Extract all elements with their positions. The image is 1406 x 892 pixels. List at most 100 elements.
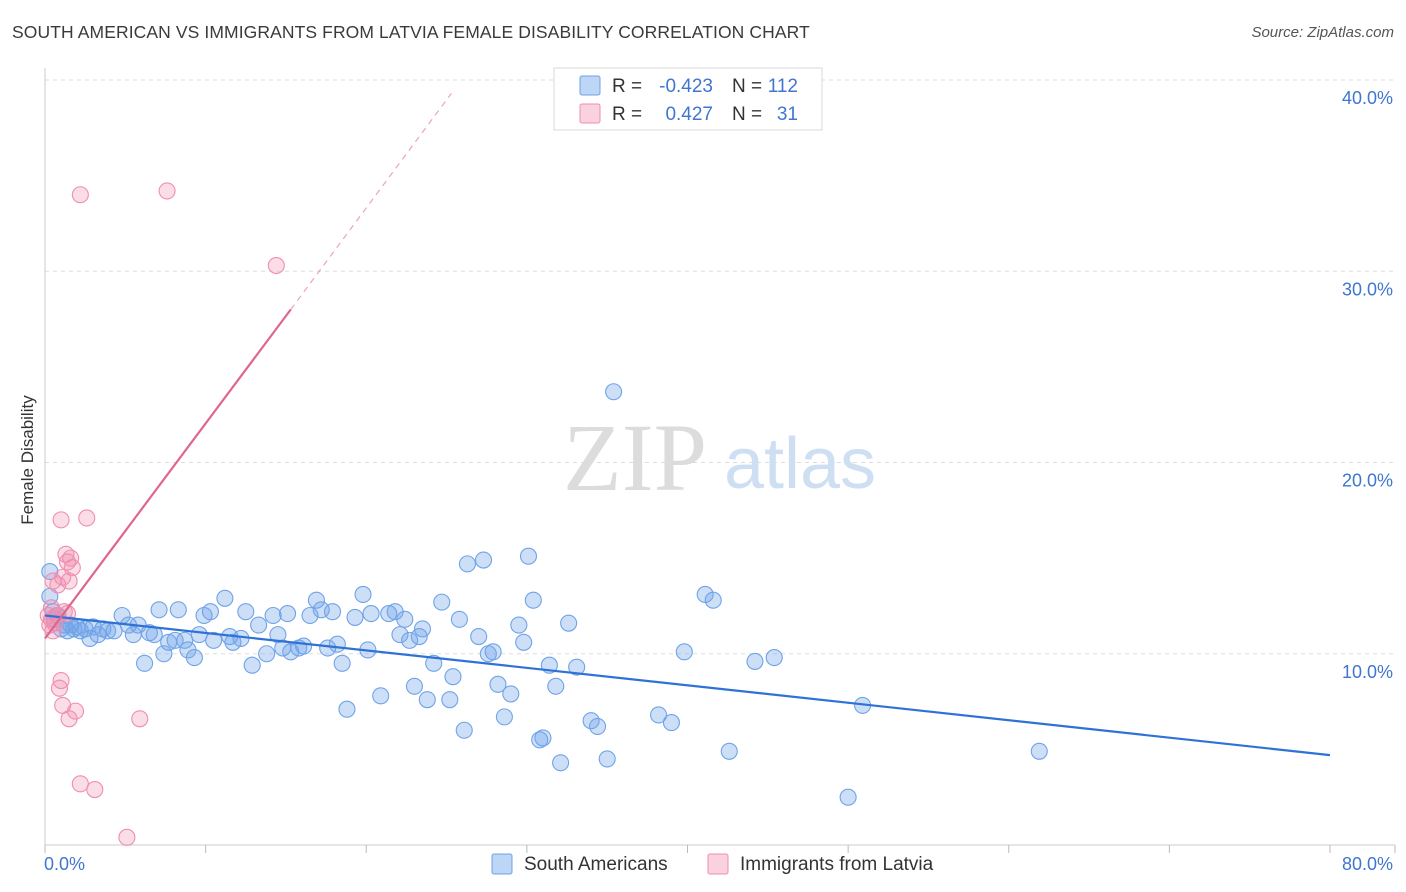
bottom-legend-label-south-americans: South Americans xyxy=(524,854,668,875)
point-south-americans-80 xyxy=(455,721,473,739)
legend-swatch-pink xyxy=(579,103,601,124)
point-latvia-10 xyxy=(52,671,70,690)
point-south-americans-65 xyxy=(372,687,390,705)
point-south-americans-97 xyxy=(552,754,570,772)
point-latvia-25 xyxy=(78,509,96,527)
point-latvia-22 xyxy=(66,702,85,720)
watermark-atlas: atlas xyxy=(724,424,876,504)
point-south-americans-23 xyxy=(136,654,154,672)
point-south-americans-102 xyxy=(598,750,616,768)
point-south-americans-79 xyxy=(450,610,468,628)
point-south-americans-49 xyxy=(278,605,297,623)
latvia-points xyxy=(39,182,285,846)
point-south-americans-37 xyxy=(205,631,223,649)
point-south-americans-98 xyxy=(560,614,578,632)
legend: R = -0.423 N = 112 R = 0.427 N = 31 xyxy=(553,67,823,131)
point-south-americans-58 xyxy=(328,635,346,653)
point-south-americans-99 xyxy=(568,658,586,676)
point-south-americans-64 xyxy=(362,605,380,623)
legend-n-value-2: 31 xyxy=(777,104,798,125)
trend-lines xyxy=(44,93,1331,757)
point-latvia-27 xyxy=(118,828,136,846)
point-south-americans-31 xyxy=(176,631,194,649)
watermark: ZIP atlas xyxy=(563,404,876,511)
point-south-americans-36 xyxy=(201,603,219,621)
legend-swatch-blue xyxy=(579,75,601,96)
point-south-americans-82 xyxy=(470,627,488,646)
point-south-americans-61 xyxy=(346,608,364,626)
point-south-americans-34 xyxy=(190,626,208,644)
point-south-americans-29 xyxy=(166,631,184,649)
point-south-americans-45 xyxy=(258,645,276,663)
y-tick-label-40: 40.0% xyxy=(1342,88,1393,108)
south-americans-points xyxy=(41,383,1048,806)
point-south-americans-18 xyxy=(105,622,123,640)
point-south-americans-114 xyxy=(1030,742,1048,760)
point-south-americans-111 xyxy=(765,649,783,667)
point-latvia-28 xyxy=(131,710,149,728)
point-south-americans-104 xyxy=(650,706,668,724)
point-latvia-11 xyxy=(52,511,70,529)
point-latvia-30 xyxy=(267,256,285,275)
point-south-americans-112 xyxy=(839,788,857,806)
point-south-americans-47 xyxy=(269,626,287,644)
axes xyxy=(44,68,1396,853)
trend-line-latvia xyxy=(44,308,292,640)
point-south-americans-81 xyxy=(458,555,476,573)
point-south-americans-69 xyxy=(396,610,414,628)
point-south-americans-44 xyxy=(250,616,268,634)
trend-line-south-americans xyxy=(44,614,1331,757)
point-south-americans-103 xyxy=(605,383,623,401)
tick-labels: 10.0% 20.0% 30.0% 40.0% 0.0% 80.0% xyxy=(44,88,1393,874)
point-south-americans-78 xyxy=(444,668,462,686)
point-south-americans-105 xyxy=(662,714,680,732)
point-south-americans-90 xyxy=(515,633,533,651)
point-south-americans-71 xyxy=(405,677,423,695)
point-south-americans-66 xyxy=(380,605,398,623)
point-latvia-23 xyxy=(71,775,89,793)
legend-r-value-2: 0.427 xyxy=(665,104,713,125)
point-south-americans-59 xyxy=(333,654,351,672)
legend-n-label-1: N = xyxy=(732,76,762,97)
legend-n-label-2: N = xyxy=(732,104,762,125)
point-latvia-21 xyxy=(63,559,81,577)
point-south-americans-62 xyxy=(354,585,372,604)
point-south-americans-53 xyxy=(301,606,319,625)
point-south-americans-100 xyxy=(582,712,600,730)
point-south-americans-46 xyxy=(264,606,282,625)
legend-n-value-1: 112 xyxy=(768,76,798,97)
point-latvia-29 xyxy=(158,182,176,200)
point-south-americans-101 xyxy=(588,717,607,735)
point-south-americans-109 xyxy=(720,742,738,760)
point-south-americans-108 xyxy=(704,591,722,609)
watermark-zip: ZIP xyxy=(563,404,707,511)
point-latvia-24 xyxy=(71,186,89,204)
point-south-americans-87 xyxy=(495,708,513,726)
point-south-americans-68 xyxy=(391,626,409,644)
bottom-legend-swatch-blue xyxy=(491,853,513,875)
point-south-americans-60 xyxy=(338,700,356,718)
point-latvia-26 xyxy=(86,780,104,799)
legend-r-label-1: R = xyxy=(612,76,642,97)
point-south-americans-75 xyxy=(425,654,443,672)
point-south-americans-54 xyxy=(307,591,326,609)
point-south-americans-106 xyxy=(675,643,693,661)
point-south-americans-94 xyxy=(534,729,552,747)
point-south-americans-70 xyxy=(401,631,419,649)
point-south-americans-86 xyxy=(489,675,507,693)
legend-r-value-1: -0.423 xyxy=(659,76,713,97)
point-south-americans-74 xyxy=(418,691,436,709)
point-south-americans-85 xyxy=(484,643,502,661)
x-tick-label-min: 0.0% xyxy=(44,854,85,874)
point-south-americans-26 xyxy=(150,601,168,619)
point-south-americans-42 xyxy=(237,603,255,621)
point-south-americans-52 xyxy=(295,637,313,655)
point-latvia-19 xyxy=(60,572,78,590)
chart-source: Source: ZipAtlas.com xyxy=(1251,24,1394,41)
y-axis-label: Female Disability xyxy=(18,395,37,525)
point-south-americans-40 xyxy=(224,633,242,651)
point-south-americans-96 xyxy=(547,677,565,695)
point-south-americans-38 xyxy=(216,589,234,607)
trend-line-latvia-extension xyxy=(290,93,452,310)
